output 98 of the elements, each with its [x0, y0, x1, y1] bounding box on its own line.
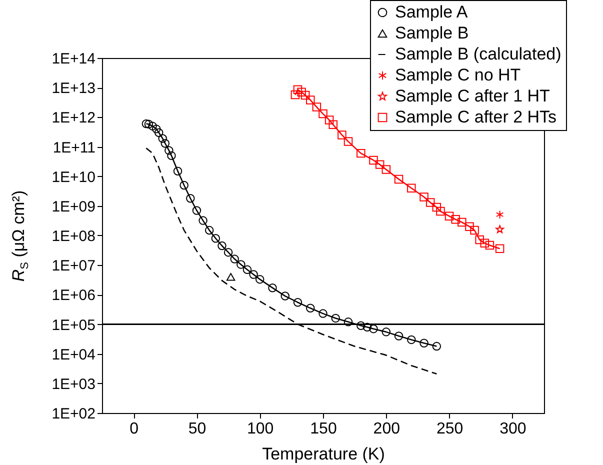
point — [475, 235, 484, 244]
point — [338, 130, 346, 140]
y-tick-label: 1E+02 — [52, 406, 96, 422]
point — [167, 151, 176, 160]
point — [496, 210, 504, 219]
point — [236, 260, 246, 269]
point — [451, 215, 460, 224]
point — [485, 240, 494, 250]
x-tick-label: 150 — [310, 420, 337, 438]
point — [226, 273, 236, 281]
x-tick-label: 50 — [188, 420, 206, 438]
point — [480, 238, 490, 248]
y-tick-label: 1E+08 — [52, 228, 96, 245]
point — [328, 120, 338, 129]
point — [444, 212, 454, 221]
point — [297, 88, 306, 97]
x-tick-label: 200 — [373, 420, 400, 438]
point — [394, 174, 404, 184]
y-tick-label: 1E+13 — [52, 80, 96, 98]
y-tick-label: 1E+14 — [52, 50, 96, 68]
point — [154, 128, 164, 137]
legend-label: Sample A — [395, 2, 468, 22]
point — [465, 222, 474, 231]
x-tick-label: 250 — [436, 420, 464, 438]
point — [312, 102, 322, 112]
point — [224, 248, 233, 257]
point — [375, 160, 384, 169]
point — [331, 314, 340, 323]
point — [290, 90, 300, 100]
point — [420, 338, 428, 348]
point — [432, 342, 442, 351]
point — [420, 192, 428, 202]
point — [344, 137, 353, 146]
point — [496, 225, 504, 234]
point — [318, 109, 328, 118]
point — [458, 218, 466, 227]
point — [142, 119, 151, 128]
point — [204, 226, 214, 235]
x-tick-label: 300 — [500, 420, 526, 438]
point — [306, 96, 315, 104]
point — [306, 304, 315, 313]
x-tick-label: 100 — [247, 420, 274, 438]
point — [242, 265, 252, 274]
point — [382, 328, 391, 336]
legend-label: Sample C no HT — [395, 66, 521, 84]
point — [407, 184, 416, 192]
point — [249, 270, 258, 279]
point — [152, 124, 161, 134]
point — [318, 309, 328, 318]
point — [382, 165, 391, 174]
point — [218, 241, 226, 250]
y-tick-label: 1E+09 — [52, 198, 96, 216]
point — [344, 318, 353, 326]
y-tick-label: 1E+11 — [52, 139, 96, 156]
point — [394, 332, 404, 340]
point — [293, 298, 302, 307]
y-tick-label: 1E+04 — [52, 346, 96, 364]
point — [192, 206, 202, 215]
point — [144, 120, 154, 129]
point — [186, 194, 195, 203]
point — [173, 166, 182, 176]
point — [180, 180, 188, 190]
y-tick-label: 1E+05 — [52, 316, 96, 334]
point — [356, 321, 366, 330]
y-tick-label: 1E+12 — [52, 110, 96, 127]
point — [369, 324, 378, 334]
point — [280, 292, 290, 300]
legend-label: Sample C after 2 HTs — [395, 108, 557, 126]
legend-label: Sample B — [395, 24, 469, 42]
y-tick-label: 1E+10 — [52, 168, 96, 186]
point — [324, 116, 334, 124]
x-axis-title: Temperature (K) — [262, 444, 385, 464]
point — [164, 146, 174, 155]
point — [198, 216, 208, 225]
point — [230, 254, 239, 264]
legend-label: Sample B (calculated) — [395, 44, 562, 64]
point — [255, 274, 264, 284]
point — [160, 139, 170, 148]
point — [470, 226, 479, 235]
point — [436, 206, 445, 216]
point — [432, 202, 442, 212]
x-tick-label: 0 — [130, 420, 139, 438]
point — [407, 335, 416, 344]
point — [158, 134, 167, 143]
point — [300, 90, 310, 100]
point — [356, 148, 366, 158]
y-tick-label: 1E+07 — [52, 258, 96, 275]
point — [362, 322, 372, 332]
y-tick-label: 1E+06 — [52, 287, 96, 304]
point — [268, 283, 277, 292]
point — [426, 198, 435, 207]
point — [148, 122, 157, 130]
point — [369, 156, 378, 165]
point — [293, 85, 302, 94]
point — [211, 234, 220, 243]
point — [495, 244, 504, 253]
y-tick-label: 1E+03 — [52, 376, 96, 393]
legend-label: Sample C after 1 HT — [395, 86, 550, 106]
